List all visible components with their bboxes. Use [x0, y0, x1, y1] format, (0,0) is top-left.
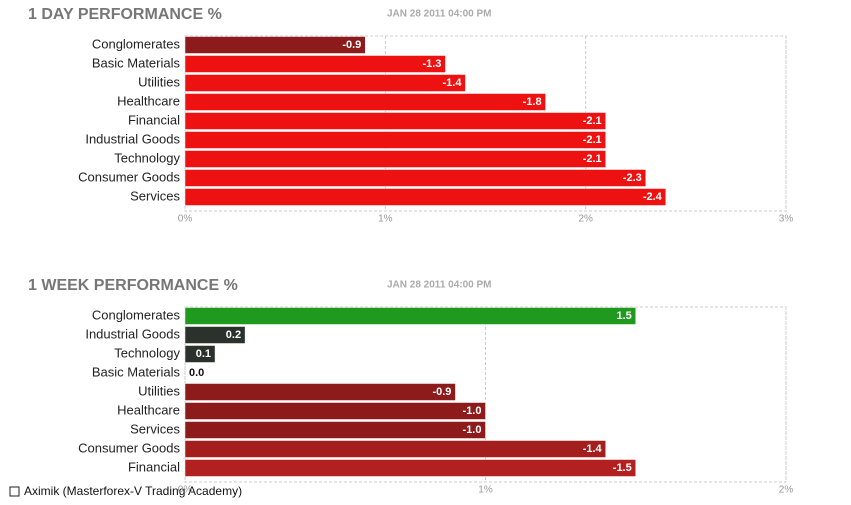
value-label: -1.8 [523, 96, 542, 108]
value-label: 0.1 [196, 348, 211, 360]
bar [184, 131, 606, 149]
x-tick-label: 3% [779, 214, 794, 225]
footer-icon [9, 486, 20, 497]
chart-subtitle: JAN 28 2011 04:00 PM [387, 280, 492, 291]
bar [184, 307, 636, 325]
x-tick-label: 2% [779, 485, 794, 496]
category-label: Utilities [138, 383, 180, 398]
x-tick-label: 1% [478, 485, 493, 496]
category-label: Financial [128, 112, 180, 127]
value-label: 1.5 [616, 310, 631, 322]
value-label: -2.1 [583, 134, 602, 146]
value-label: -2.1 [583, 153, 602, 165]
category-label: Services [130, 421, 180, 436]
bar [184, 421, 486, 439]
bar [184, 55, 446, 73]
footer: Aximik (Masterforex-V Trading Academy) [24, 484, 242, 498]
x-tick-label: 1% [378, 214, 393, 225]
category-label: Basic Materials [92, 55, 181, 70]
bar [184, 93, 546, 111]
value-label: -0.9 [342, 39, 361, 51]
chart-title: 1 DAY PERFORMANCE % [28, 6, 222, 23]
category-label: Healthcare [117, 93, 180, 108]
bar [184, 150, 606, 168]
chart-subtitle: JAN 28 2011 04:00 PM [387, 9, 492, 20]
value-label: 0.0 [189, 367, 204, 379]
chart-title: 1 WEEK PERFORMANCE % [28, 277, 238, 294]
category-label: Utilities [138, 74, 180, 89]
value-label: -1.3 [422, 58, 441, 70]
value-label: -2.1 [583, 115, 602, 127]
category-label: Financial [128, 459, 180, 474]
value-label: -1.5 [613, 462, 632, 474]
bar [184, 459, 636, 477]
x-tick-label: 0% [178, 214, 193, 225]
bar [184, 74, 466, 92]
bar [184, 326, 246, 344]
bar [184, 36, 366, 54]
value-label: -1.0 [463, 424, 482, 436]
value-label: 0.2 [226, 329, 241, 341]
category-label: Basic Materials [92, 364, 181, 379]
bar [184, 402, 486, 420]
x-tick-label: 0% [178, 485, 193, 496]
value-label: -2.4 [643, 191, 663, 203]
category-label: Consumer Goods [78, 440, 180, 455]
category-label: Services [130, 188, 180, 203]
value-label: -0.9 [432, 386, 451, 398]
category-label: Industrial Goods [85, 131, 180, 146]
bar [184, 112, 606, 130]
category-label: Conglomerates [92, 307, 181, 322]
value-label: -1.4 [583, 443, 603, 455]
category-label: Technology [114, 345, 180, 360]
bar [184, 345, 216, 363]
bar [184, 440, 606, 458]
category-label: Healthcare [117, 402, 180, 417]
bar [184, 188, 667, 206]
value-label: -2.3 [623, 172, 642, 184]
value-label: -1.0 [463, 405, 482, 417]
category-label: Conglomerates [92, 36, 181, 51]
category-label: Consumer Goods [78, 169, 180, 184]
value-label: -1.4 [442, 77, 462, 89]
plot-border [184, 35, 787, 212]
category-label: Technology [114, 150, 180, 165]
bar [184, 383, 456, 401]
x-tick-label: 2% [578, 214, 593, 225]
category-label: Industrial Goods [85, 326, 180, 341]
bar [184, 169, 647, 187]
